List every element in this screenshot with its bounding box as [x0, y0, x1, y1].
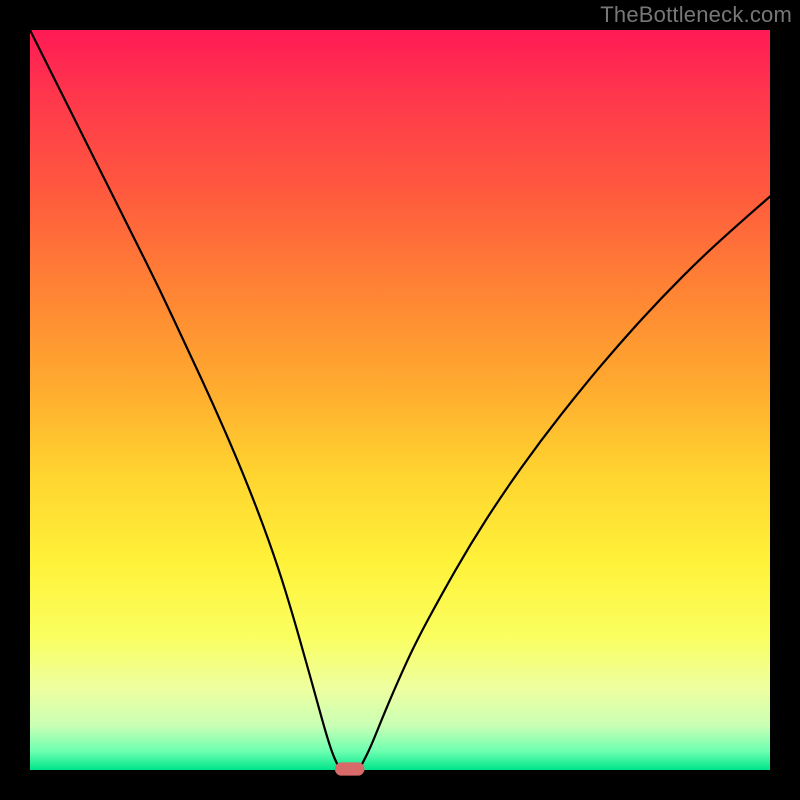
watermark-text: TheBottleneck.com: [600, 2, 792, 28]
optimum-marker: [335, 762, 365, 775]
bottleneck-chart: [0, 0, 800, 800]
plot-background: [30, 30, 770, 770]
chart-frame: TheBottleneck.com: [0, 0, 800, 800]
